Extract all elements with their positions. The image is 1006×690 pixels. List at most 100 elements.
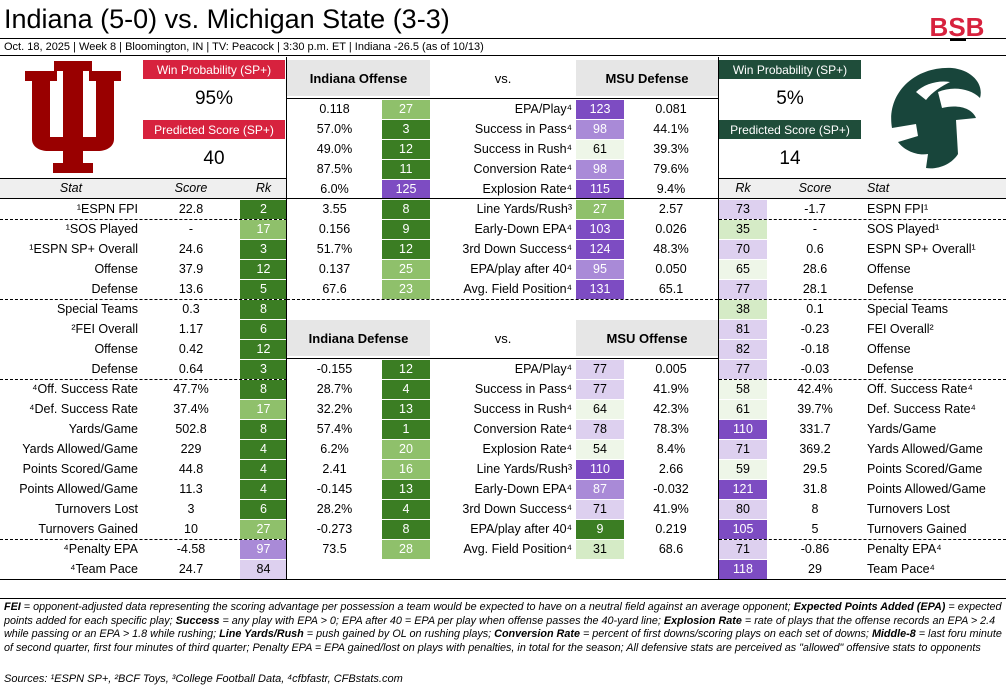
table-row-score: 44.8	[178, 461, 204, 476]
table-row-stat: Def. Success Rate⁴	[867, 401, 976, 416]
matchup-stat: Avg. Field Position⁴	[463, 541, 572, 556]
matchup-right-rank: 54	[576, 440, 624, 459]
right-header-rk: Rk	[719, 179, 767, 198]
table-row-stat: SOS Played¹	[867, 221, 940, 236]
rule	[0, 178, 287, 179]
table-row-stat: Turnovers Lost	[55, 501, 138, 516]
matchup-left-rank: 9	[382, 220, 430, 239]
matchup-right-rank: 77	[576, 380, 624, 399]
matchup-stat: EPA/Play⁴	[514, 361, 572, 376]
matchup-stat: Explosion Rate⁴	[482, 441, 572, 456]
matchup-right-rank: 64	[576, 400, 624, 419]
table-row-stat: ⁴Def. Success Rate	[29, 401, 138, 416]
table-row-stat: ESPN SP+ Overall¹	[867, 241, 976, 256]
table-row-score: -0.23	[800, 321, 830, 336]
table-row-stat: Turnovers Lost	[867, 501, 950, 516]
table-row-stat: Yards/Game	[68, 421, 138, 436]
matchup2-vs: vs.	[494, 330, 512, 346]
matchup-stat: EPA/play after 40⁴	[470, 521, 572, 536]
table-row-score: 11.3	[179, 481, 203, 496]
table-row-score: 369.2	[799, 441, 831, 456]
matchup-stat: Explosion Rate⁴	[482, 181, 572, 196]
table-row-score: 29	[808, 561, 822, 576]
matchup-left-value: 0.156	[318, 221, 351, 236]
matchup-left-rank: 27	[382, 100, 430, 119]
matchup-left-rank: 28	[382, 540, 430, 559]
table-row-rank: 105	[719, 520, 767, 539]
table-row-score: 13.6	[178, 281, 204, 296]
matchup-right-rank: 98	[576, 160, 624, 179]
table-row-score: -0.18	[800, 341, 830, 356]
table-row-score: -4.58	[176, 541, 206, 556]
table-row-rank: 71	[719, 540, 767, 559]
rule	[287, 98, 718, 99]
matchup-stat: Success in Pass⁴	[474, 121, 572, 136]
matchup-right-value: 41.9%	[653, 501, 689, 516]
matchup-right-value: 0.005	[655, 361, 687, 376]
table-row-stat: ⁴Off. Success Rate	[32, 381, 138, 396]
table-row-stat: FEI Overall²	[867, 321, 934, 336]
rule	[286, 57, 287, 579]
matchup-right-value: 65.1	[658, 281, 684, 296]
table-row-stat: ²FEI Overall	[71, 321, 138, 336]
rule	[0, 379, 287, 380]
matchup-left-value: -0.145	[316, 481, 353, 496]
matchup-left-rank: 4	[382, 500, 430, 519]
table-row-rank: 71	[719, 440, 767, 459]
msu-ps-value: 14	[779, 148, 801, 169]
table-row-stat: Defense	[91, 281, 138, 296]
matchup-right-value: 42.3%	[653, 401, 689, 416]
table-row-rank: 4	[240, 480, 287, 499]
table-row-rank: 3	[240, 360, 287, 379]
table-row-stat: Offense	[867, 341, 911, 356]
bsb-logo-text: BSB	[930, 12, 984, 42]
matchup-left-rank: 25	[382, 260, 430, 279]
matchup-left-value: 87.5%	[316, 161, 353, 176]
table-row-score: 47.7%	[173, 381, 209, 396]
matchup-left-rank: 23	[382, 280, 430, 299]
matchup-stat: Success in Rush⁴	[473, 401, 572, 416]
table-row-score: 29.5	[802, 461, 828, 476]
matchup-right-value: 0.081	[655, 101, 687, 116]
matchup-stat: Conversion Rate⁴	[473, 421, 572, 436]
table-row-rank: 4	[240, 440, 287, 459]
msu-offense-header: MSU Offense	[576, 320, 718, 356]
matchup-right-rank: 77	[576, 360, 624, 379]
table-row-rank: 70	[719, 240, 767, 259]
table-row-score: -0.03	[800, 361, 830, 376]
table-row-stat: ⁴Penalty EPA	[63, 541, 138, 556]
matchup-left-value: 57.0%	[316, 121, 353, 136]
table-row-stat: Special Teams	[56, 301, 138, 316]
rule	[718, 57, 719, 579]
table-row-stat: ESPN FPI¹	[867, 201, 929, 216]
msu-defense-header: MSU Defense	[576, 60, 718, 96]
matchup-right-value: 79.6%	[653, 161, 689, 176]
table-row-stat: Penalty EPA⁴	[867, 541, 942, 556]
table-row-stat: Offense	[94, 341, 138, 356]
matchup-right-rank: 124	[576, 240, 624, 259]
table-row-stat: Defense	[91, 361, 138, 376]
right-header-score: Score	[767, 179, 863, 198]
rule	[287, 299, 718, 300]
table-row-score: 0.42	[178, 341, 204, 356]
table-row-rank: 8	[240, 420, 287, 439]
matchup-right-value: -0.032	[653, 481, 689, 496]
matchup-left-rank: 8	[382, 200, 430, 219]
matchup-right-rank: 131	[576, 280, 624, 299]
table-row-score: 24.7	[178, 561, 204, 576]
indiana-wp-label: Win Probability (SP+)	[143, 60, 285, 79]
matchup-left-rank: 12	[382, 140, 430, 159]
table-row-score: 22.8	[178, 201, 204, 216]
table-row-rank: 84	[240, 560, 287, 579]
table-row-score: 5	[811, 521, 819, 536]
rule	[0, 198, 1006, 199]
matchup-left-rank: 12	[382, 360, 430, 379]
table-row-score: 42.4%	[797, 381, 833, 396]
matchup-stat: Line Yards/Rush³	[476, 461, 572, 476]
title-rule	[0, 38, 1006, 39]
matchup-right-rank: 27	[576, 200, 624, 219]
matchup-left-rank: 1	[382, 420, 430, 439]
matchup-left-value: -0.273	[316, 521, 353, 536]
matchup-stat: 3rd Down Success⁴	[462, 241, 572, 256]
msu-wp-label: Win Probability (SP+)	[719, 60, 861, 79]
